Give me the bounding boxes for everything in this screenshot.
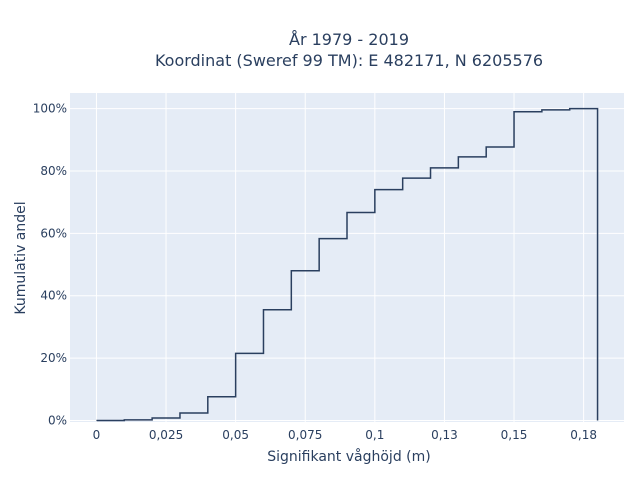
y-tick-label: 60% <box>40 226 67 240</box>
y-axis-label: Kumulativ andel <box>13 201 29 314</box>
series-layer <box>96 107 599 422</box>
y-tick-label: 20% <box>40 351 67 365</box>
x-tick-label: 0,15 <box>501 428 528 442</box>
x-tick-label: 0,1 <box>365 428 384 442</box>
x-axis-label: Signifikant våghöjd (m) <box>267 448 430 465</box>
y-tick-label: 40% <box>40 289 67 303</box>
tick-labels: 0 0,025 0,05 0,075 0,1 0,13 0,15 0,18 0% 20% 40% 60… <box>33 102 597 442</box>
y-tick-label: 100% <box>33 102 67 116</box>
x-tick-label: 0,13 <box>431 428 458 442</box>
x-tick-label: 0,075 <box>288 428 322 442</box>
chart-title-line-1: År 1979 - 2019 <box>289 30 409 49</box>
chart-title-line-2: Koordinat (Sweref 99 TM): E 482171, N 62… <box>155 51 543 70</box>
x-tick-label: 0,05 <box>222 428 249 442</box>
y-tick-label: 80% <box>40 164 67 178</box>
y-tick-label: 0% <box>48 413 67 427</box>
x-tick-label: 0,025 <box>149 428 183 442</box>
plot-background <box>70 93 624 422</box>
x-tick-label: 0,18 <box>570 428 597 442</box>
grid <box>70 93 624 422</box>
x-tick-label: 0 <box>93 428 101 442</box>
